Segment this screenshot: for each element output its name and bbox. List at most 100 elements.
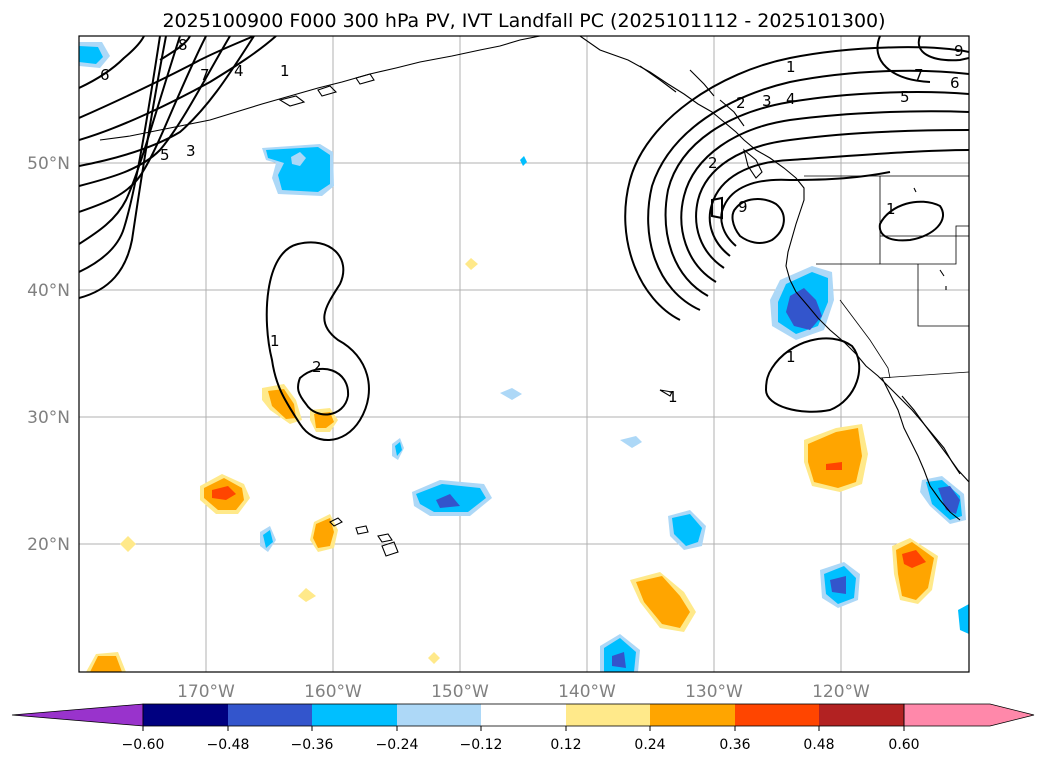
contour-necorner-1 (876, 36, 931, 83)
contour-ne-9 (711, 196, 723, 220)
colorbar-tick-label: −0.24 (376, 737, 419, 753)
lon-label-130w: 130°W (685, 682, 743, 702)
map-background (79, 36, 969, 672)
contour-label: 5 (160, 146, 170, 164)
contour-ne-2 (647, 69, 969, 311)
pv-patch-30n-160w-core (314, 412, 334, 428)
contour-ne-5 (695, 129, 969, 269)
colorbar-tick-label: 0.60 (888, 737, 919, 753)
pv-patch-17n-120w-core (830, 576, 846, 594)
colorbar-tick-labels: −0.60 −0.48 −0.36 −0.24 −0.12 0.12 0.24 … (122, 737, 920, 753)
colorbar-extend-low (11, 703, 144, 727)
alaska-peninsula-coast (99, 36, 541, 141)
pv-patch-california-core (786, 288, 822, 330)
contour-label: 9 (954, 42, 964, 60)
pv-patch-right-edge (958, 604, 969, 634)
colorbar-tick-label: 0.24 (634, 737, 665, 753)
baja-california-coast (881, 377, 961, 521)
contour-label: 7 (914, 66, 924, 84)
us-state-borders-north (879, 176, 969, 265)
map-frame (78, 35, 970, 673)
lat-axis-labels: 50°N 40°N 30°N 20°N (27, 154, 70, 555)
colorbar-frame (142, 703, 905, 727)
colorbar-segment (566, 704, 650, 726)
contour-ne-3 (664, 91, 969, 297)
coastlines (99, 36, 969, 557)
pv-patch-19n-115w-core (902, 550, 926, 568)
contour-label: 1 (786, 58, 796, 76)
pv-patch-20n-161w-core (313, 518, 334, 548)
political-borders (804, 175, 969, 379)
colorbar-tick-label: 0.48 (803, 737, 834, 753)
pv-patch-tiny-c (500, 388, 522, 400)
pv-patch-tiny-b (465, 258, 478, 270)
contour-ne-6 (708, 149, 969, 257)
contour-label: 1 (280, 62, 290, 80)
vancouver-island (743, 148, 763, 179)
contour-label: 1 (786, 348, 796, 366)
pv-patch-tiny-d-core (395, 442, 402, 456)
lon-label-150w: 150°W (431, 682, 489, 702)
contour-label: 5 (900, 88, 910, 106)
map-panel: 1 2 3 4 5 6 7 8 9 1 2 3 4 5 6 7 9 1 1 2 (78, 35, 970, 673)
pv-patch-24n-169w-core (212, 486, 236, 500)
contour-midpacific-1 (265, 241, 370, 441)
pv-patch-tiny-e (620, 436, 642, 448)
colorbar-segment (819, 704, 904, 726)
contour-nw-8 (79, 36, 167, 299)
contour-label: 1 (270, 332, 280, 350)
colorbar-segment (312, 704, 397, 726)
contour-nw-7 (79, 36, 161, 273)
colorbar-tick-label: −0.36 (291, 737, 334, 753)
pv-patches (79, 42, 969, 672)
contour-label: 8 (178, 36, 188, 54)
small-island-a (659, 389, 673, 397)
lat-label-40n: 40°N (27, 281, 70, 301)
pv-patch-tiny-h (428, 652, 440, 664)
contour-nw-3 (79, 36, 255, 167)
pv-patch-15n-133w-core (636, 576, 690, 628)
pv-patch-tiny-f (120, 536, 136, 552)
pv-patch-nw-core (79, 46, 103, 64)
lat-label-30n: 30°N (27, 408, 70, 428)
lon-label-170w: 170°W (177, 682, 235, 702)
lat-label-50n: 50°N (27, 154, 70, 174)
small-lakes (913, 187, 947, 290)
colorbar-segment (143, 704, 228, 726)
us-mexico-border (879, 371, 969, 379)
contour-labels: 1 2 3 4 5 6 7 8 9 1 2 3 4 5 6 7 9 1 1 2 (100, 36, 964, 406)
pv-patch-11n-137w-core (612, 652, 626, 668)
pv-patch-20n-164w-core (263, 530, 273, 548)
lat-label-20n: 20°N (27, 535, 70, 555)
contour-nw-9 (79, 36, 145, 89)
alaska-panhandle-islands (639, 65, 745, 127)
colorbar-tick-label: −0.12 (460, 737, 503, 753)
colorbar-segment (650, 704, 735, 726)
map-title: 2025100900 F000 300 hPa PV, IVT Landfall… (162, 10, 885, 32)
colorbar-tick-label: −0.60 (122, 737, 165, 753)
contour-label: 1 (886, 200, 896, 218)
pv-patch-21n-133w-core (672, 514, 702, 546)
contour-nw-4 (79, 36, 231, 187)
pv-patch-11n-178w-core (90, 656, 122, 672)
gulf-of-california-coast (901, 395, 961, 475)
colorbar-segment (481, 704, 566, 726)
contour-label: 9 (738, 198, 748, 216)
contour-label: 4 (786, 90, 796, 108)
colorbar-segment (735, 704, 819, 726)
contour-nw-10 (159, 36, 191, 61)
contour-label: 2 (312, 358, 322, 376)
colorbar-segment (397, 704, 481, 726)
contour-label: 2 (708, 154, 718, 172)
ivt-contours (79, 36, 969, 441)
california-nevada-border (839, 299, 891, 379)
lon-label-140w: 140°W (558, 682, 616, 702)
colorbar-tick-label: 0.12 (550, 737, 581, 753)
contour-midpacific-2 (297, 368, 350, 416)
pacific-coastline (579, 36, 969, 483)
contour-ne-8 (731, 198, 785, 244)
contour-ne-1 (624, 46, 969, 321)
hawaiian-islands (329, 517, 399, 557)
contour-label: 4 (234, 62, 244, 80)
lon-label-160w: 160°W (304, 682, 362, 702)
